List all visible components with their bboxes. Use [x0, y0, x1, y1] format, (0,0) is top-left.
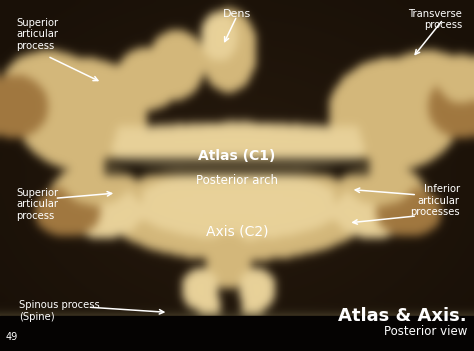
Text: Spinous process
(Spine): Spinous process (Spine) — [19, 300, 100, 322]
Text: Transverse
process: Transverse process — [408, 9, 462, 31]
Text: Posterior arch: Posterior arch — [196, 174, 278, 187]
Text: Posterior view: Posterior view — [383, 325, 467, 338]
Text: Inferior
articular
processes: Inferior articular processes — [410, 184, 460, 218]
Text: Atlas (C1): Atlas (C1) — [198, 149, 276, 163]
Text: Superior
articular
process: Superior articular process — [17, 188, 59, 221]
Text: Dens: Dens — [223, 9, 251, 19]
Text: 49: 49 — [6, 332, 18, 342]
Text: Superior
articular
process: Superior articular process — [17, 18, 59, 51]
Text: Atlas & Axis.: Atlas & Axis. — [338, 307, 467, 325]
Text: Axis (C2): Axis (C2) — [206, 225, 268, 239]
